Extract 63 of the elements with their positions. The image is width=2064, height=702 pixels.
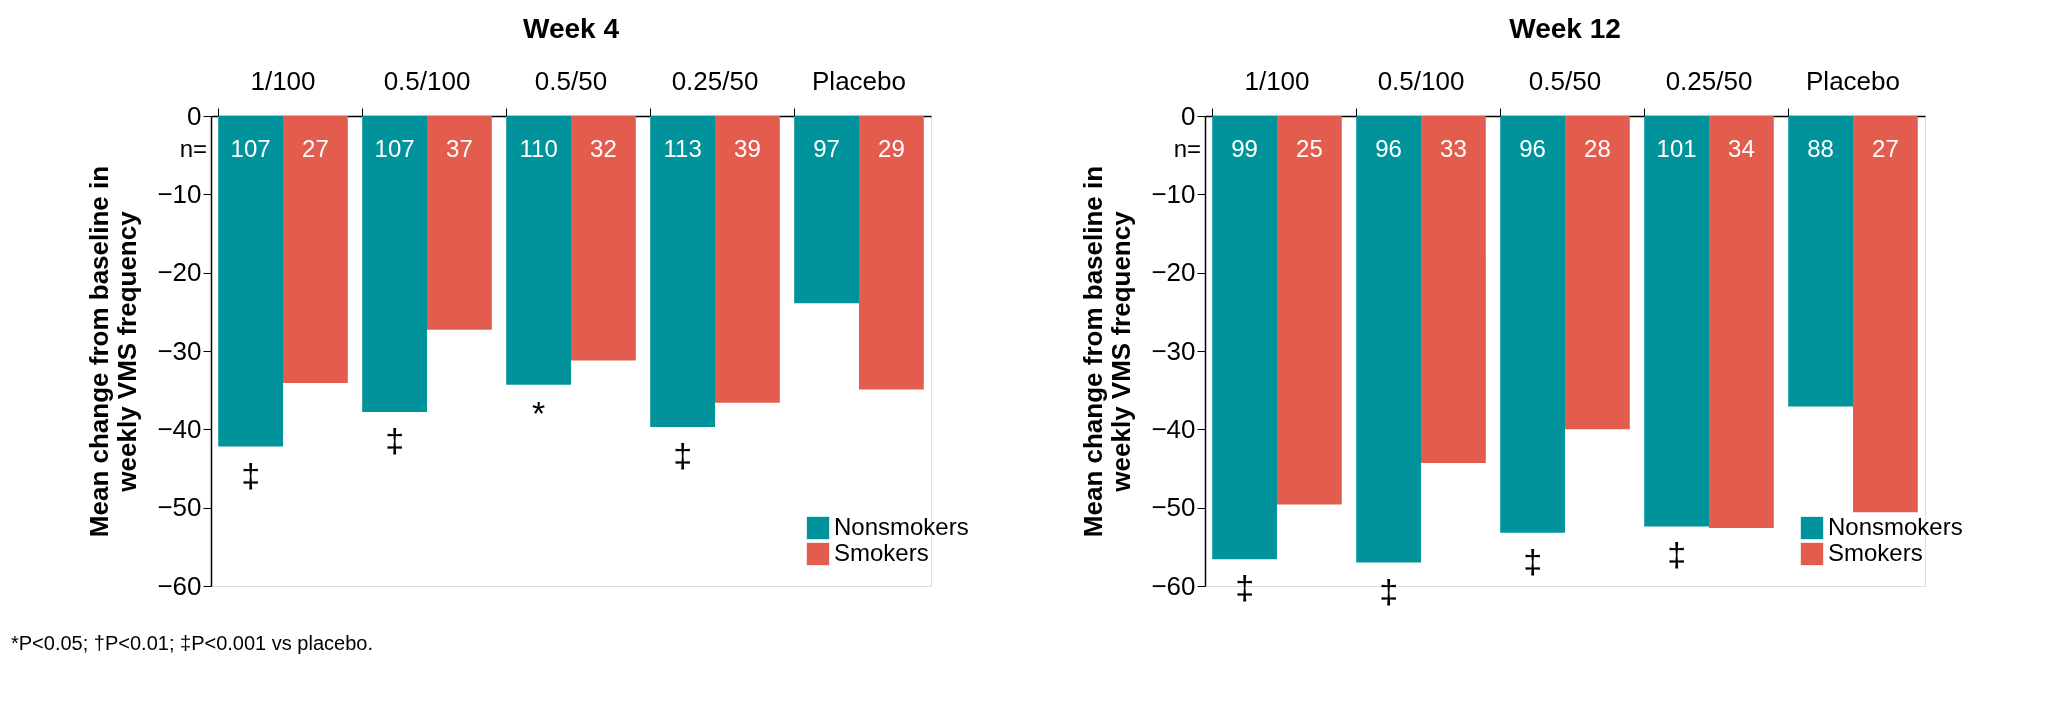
text: n= (179, 135, 207, 162)
annotation: ‡ (673, 435, 693, 474)
y-tick-label: 0 (1181, 100, 1196, 131)
annotation: 107 (230, 135, 271, 162)
chart-title: Week 4 (523, 13, 620, 44)
x-tick-label: Placebo (1806, 65, 1900, 96)
annotation: 33 (1440, 135, 1467, 162)
legend-label: Nonsmokers (1828, 513, 1963, 540)
annotation: ‡ (1667, 535, 1687, 574)
y-tick-label: −50 (157, 492, 202, 523)
annotation: 25 (1296, 135, 1323, 162)
y-tick-label: −50 (1151, 492, 1196, 523)
text: *P<0.05; †P<0.01; ‡P<0.001 vs placebo. (11, 632, 373, 654)
y-tick-label: −60 (157, 570, 202, 601)
chart-title: Week 12 (1509, 13, 1621, 44)
annotation: 27 (302, 135, 329, 162)
legend-label: Smokers (834, 539, 929, 566)
annotation: 101 (1656, 135, 1697, 162)
annotation: * (531, 393, 546, 432)
annotation: 34 (1728, 135, 1755, 162)
y-tick-label: −60 (1151, 570, 1196, 601)
annotation: 37 (446, 135, 473, 162)
legend-label: Smokers (1828, 539, 1923, 566)
x-tick-label: 0.5/100 (1377, 65, 1465, 96)
annotation: 88 (1807, 135, 1834, 162)
x-tick-label: 0.5/100 (383, 65, 471, 96)
annotation: ‡ (1235, 568, 1255, 607)
x-tick-label: Placebo (812, 65, 906, 96)
annotation: 96 (1519, 135, 1546, 162)
annotation: 96 (1375, 135, 1402, 162)
x-tick-label: 1/100 (250, 65, 316, 96)
y-tick-label: −40 (157, 413, 202, 444)
y-tick-label: −40 (1151, 413, 1196, 444)
x-tick-label: 0.25/50 (671, 65, 759, 96)
x-tick-label: 0.25/50 (1665, 65, 1753, 96)
annotation: ‡ (1379, 571, 1399, 610)
y-tick-label: −20 (1151, 257, 1196, 288)
y-tick-label: −10 (157, 178, 202, 209)
y-tick-label: −30 (1151, 335, 1196, 366)
annotation: 99 (1231, 135, 1258, 162)
annotation: 29 (878, 135, 905, 162)
y-tick-label: 0 (187, 100, 202, 131)
x-tick-label: 0.5/50 (534, 65, 608, 96)
y-tick-label: −10 (1151, 178, 1196, 209)
annotation: ‡ (241, 455, 261, 494)
y-tick-label: −20 (157, 257, 202, 288)
y-tick-label: −30 (157, 335, 202, 366)
x-tick-label: 0.5/50 (1528, 65, 1602, 96)
annotation: 28 (1584, 135, 1611, 162)
text: n= (1173, 135, 1201, 162)
annotation: 107 (374, 135, 415, 162)
annotation: 97 (813, 135, 840, 162)
y-axis-title: Mean change from baseline in weekly VMS frequency (84, 165, 143, 538)
annotation: 110 (519, 135, 558, 162)
annotation: ‡ (385, 421, 405, 460)
legend-label: Nonsmokers (834, 513, 969, 540)
x-tick-label: 1/100 (1244, 65, 1310, 96)
annotation: 32 (590, 135, 617, 162)
annotation: 113 (663, 135, 702, 162)
annotation: ‡ (1523, 541, 1543, 580)
annotation: 39 (734, 135, 761, 162)
annotation: 27 (1872, 135, 1899, 162)
y-axis-title: Mean change from baseline in weekly VMS frequency (1078, 165, 1137, 538)
